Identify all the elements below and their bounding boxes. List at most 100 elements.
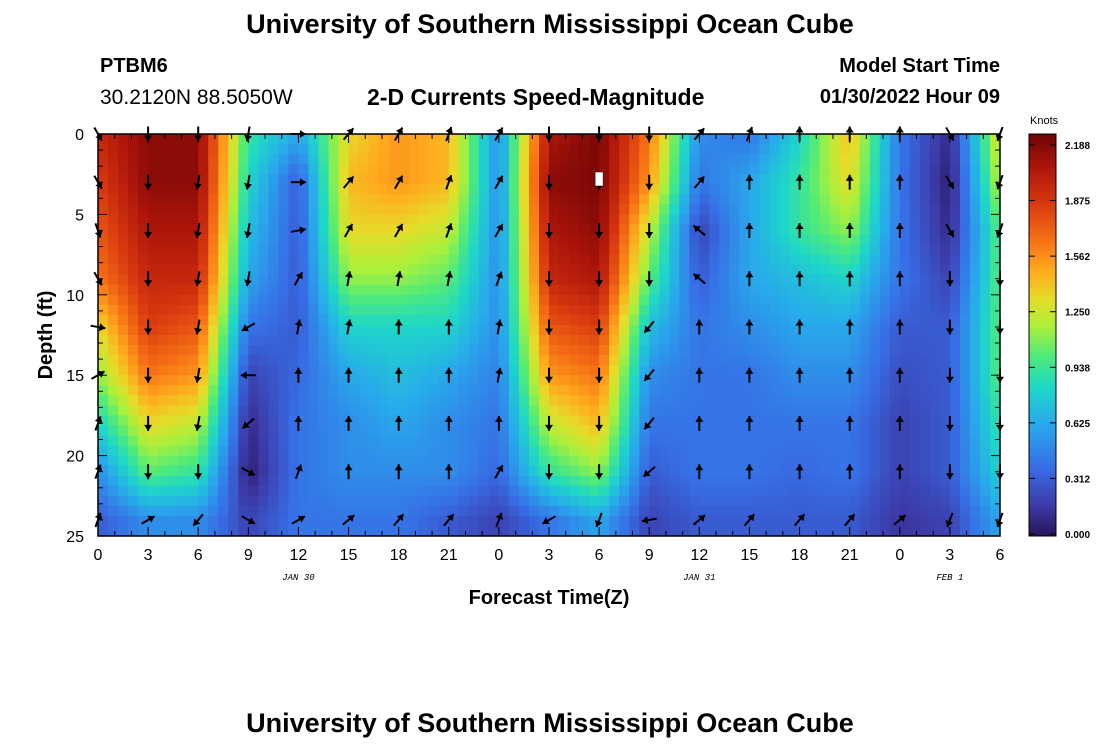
heatmap-cell [338,485,350,497]
heatmap-cell [669,314,680,326]
heatmap-cell [749,375,761,386]
heatmap-cell [789,134,801,145]
heatmap-cell [498,254,510,266]
heatmap-cell [278,234,290,246]
heatmap-cell [418,164,430,175]
heatmap-cell [799,144,811,155]
heatmap-cell [178,324,189,336]
heatmap-cell [368,355,380,366]
heatmap-cell [178,465,189,477]
heatmap-cell [979,204,991,215]
heatmap-cell [629,264,640,276]
heatmap-cell [158,244,169,256]
heatmap-cell [108,144,119,155]
heatmap-cell [308,214,320,226]
heatmap-cell [929,405,941,416]
heatmap-cell [609,335,620,346]
heatmap-cell [719,465,730,477]
heatmap-cell [879,485,891,497]
heatmap-cell [749,395,761,406]
heatmap-cell [228,415,239,427]
heatmap-cell [829,254,841,266]
heatmap-cell [899,465,911,477]
heatmap-cell [689,194,700,205]
heatmap-cell [909,184,921,195]
heatmap-cell [198,154,209,165]
heatmap-cell [609,194,620,205]
heatmap-cell [969,224,981,236]
heatmap-cell [238,184,249,195]
heatmap-cell [899,134,911,145]
heatmap-cell [729,304,741,316]
heatmap-cell [438,505,450,517]
heatmap-cell [779,324,791,336]
heatmap-cell [959,365,971,376]
heatmap-cell [188,244,199,256]
colorbar-gradient [1028,133,1057,537]
heatmap-cell [709,294,720,306]
heatmap-cell [348,304,360,316]
heatmap-cell [318,194,330,205]
heatmap-cell [859,355,871,366]
heatmap-cell [208,144,219,155]
heatmap-cell [739,214,751,226]
heatmap-cell [759,355,771,366]
heatmap-cell [579,375,590,386]
heatmap-cell [518,335,530,346]
heatmap-cell [669,164,680,175]
heatmap-cell [478,405,490,416]
heatmap-cell [659,525,670,536]
heatmap-cell [749,525,761,536]
heatmap-cell [528,294,540,306]
heatmap-cell [869,314,881,326]
heatmap-cell [138,335,149,346]
heatmap-cell [248,194,259,205]
heatmap-cell [418,134,430,145]
heatmap-cell [358,304,370,316]
heatmap-cell [528,495,540,507]
heatmap-cell [278,174,290,185]
heatmap-cell [889,244,901,256]
heatmap-cell [468,204,480,215]
heatmap-cell [408,174,420,185]
heatmap-cell [418,515,430,527]
heatmap-cell [98,184,109,195]
heatmap-cell [148,204,159,215]
heatmap-cell [769,204,781,215]
heatmap-cell [348,415,360,427]
arrow-head [295,272,303,280]
heatmap-cell [408,284,420,296]
heatmap-cell [559,355,570,366]
heatmap-cell [408,214,420,226]
heatmap-cell [458,244,470,256]
heatmap-cell [809,345,821,356]
heatmap-cell [589,505,600,517]
arrow-head [697,176,705,184]
heatmap-cell [679,214,690,226]
heatmap-cell [168,395,179,406]
heatmap-cell [418,445,430,457]
heatmap-cell [128,425,139,437]
heatmap-cell [819,264,831,276]
heatmap-cell [178,244,189,256]
heatmap-cell [538,455,550,467]
heatmap-cell [168,224,179,236]
heatmap-cell [639,194,650,205]
heatmap-cell [368,214,380,226]
heatmap-cell [639,415,650,427]
heatmap-cell [138,234,149,246]
heatmap-cell [408,445,420,457]
heatmap-cell [869,505,881,517]
heatmap-cell [288,224,300,236]
heatmap-cell [679,485,690,497]
heatmap-cell [899,264,911,276]
heatmap-cell [538,405,550,416]
heatmap-cell [649,345,660,356]
heatmap-cell [148,335,159,346]
heatmap-cell [358,385,370,396]
heatmap-cell [769,324,781,336]
heatmap-cell [508,445,520,457]
arrow-head [394,367,403,374]
arrow-head [144,424,153,431]
heatmap-cell [98,254,109,266]
